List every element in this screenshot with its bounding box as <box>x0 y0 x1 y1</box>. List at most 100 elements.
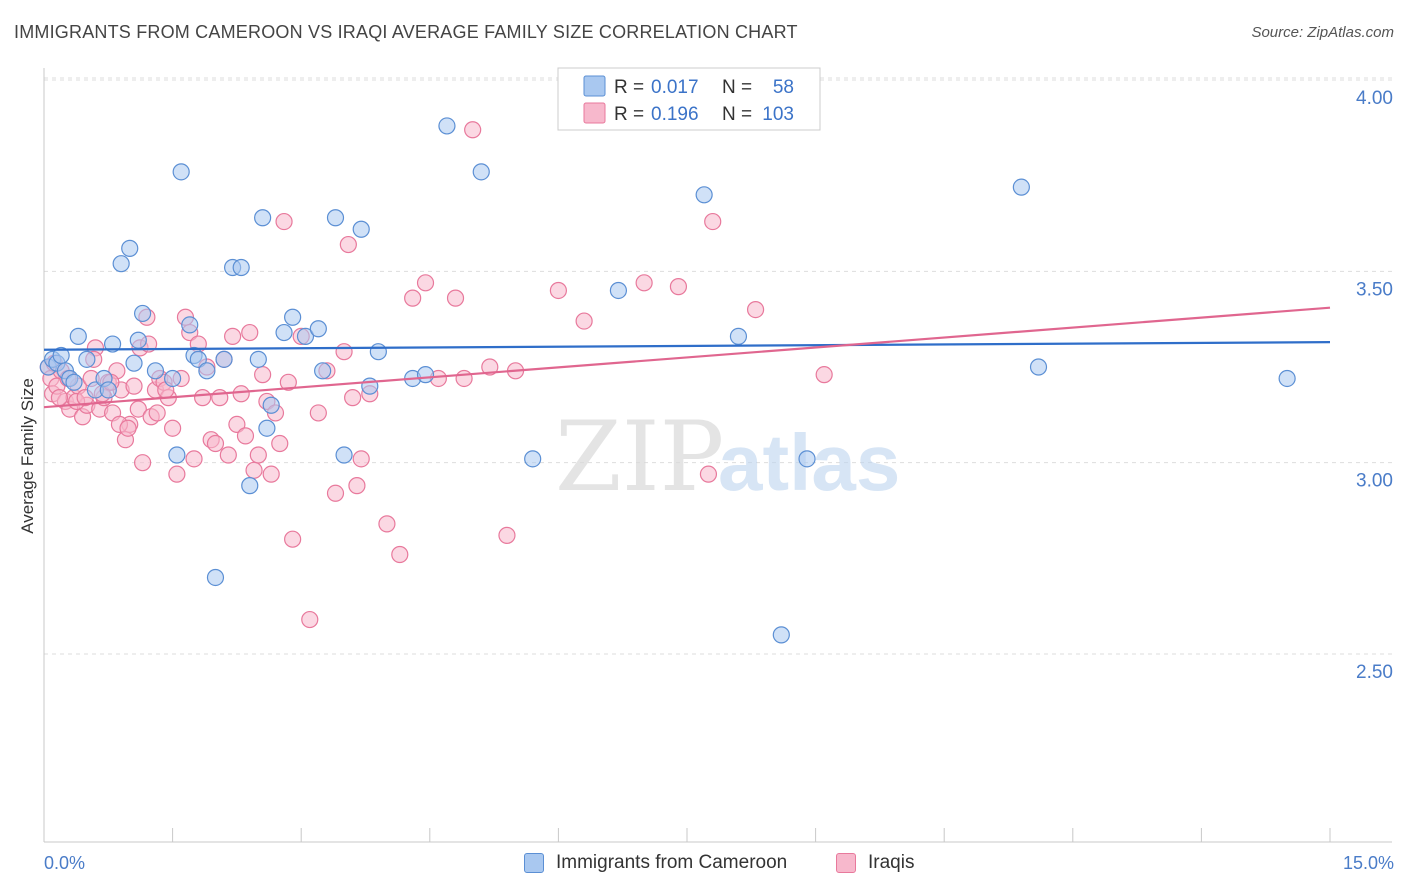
legend-label-iraqis: Iraqis <box>868 852 915 873</box>
cameroon-point <box>416 366 435 384</box>
cameroon-point <box>309 320 327 338</box>
cameroon-point <box>275 323 293 342</box>
iraqi-point <box>224 327 242 345</box>
legend-swatch-cameroon <box>524 853 544 873</box>
cameroon-point <box>369 343 387 361</box>
stats-r-value-iraqis: 0.196 <box>651 104 699 125</box>
cameroon-point <box>78 350 96 368</box>
stats-n-label-cameroon: N = <box>722 77 752 98</box>
iraqi-point <box>241 323 259 342</box>
iraqi-point <box>575 312 593 330</box>
iraqi-point <box>464 121 482 139</box>
iraqi-point <box>391 545 409 564</box>
iraqi-point <box>335 343 353 361</box>
axes <box>43 68 1392 843</box>
iraqi-point <box>275 212 293 231</box>
iraqi-point <box>148 404 166 422</box>
cameroon-point <box>326 209 345 227</box>
iraqi-point <box>549 281 568 300</box>
iraqi-point <box>194 389 212 407</box>
cameroon-point <box>262 396 280 414</box>
chart-title: IMMIGRANTS FROM CAMEROON VS IRAQI AVERAG… <box>14 22 798 42</box>
cameroon-point <box>241 477 259 495</box>
iraqi-point <box>168 465 186 483</box>
y-tick-label: 4.00 <box>1356 88 1393 109</box>
iraqi-point <box>232 385 250 403</box>
iraqi-point <box>344 389 362 407</box>
cameroon-point <box>181 316 199 334</box>
iraqi-point <box>455 369 473 388</box>
cameroon-point <box>524 450 542 468</box>
bottom-legend: Immigrants from Cameroon Iraqis <box>0 852 1406 882</box>
iraqis-points <box>39 121 833 629</box>
legend-item-cameroon[interactable]: Immigrants from Cameroon <box>524 852 787 874</box>
y-axis-label: Average Family Size <box>18 378 37 534</box>
iraqi-point <box>309 404 327 422</box>
iraqi-point <box>339 235 357 254</box>
stats-swatch-iraqis <box>583 102 606 124</box>
stats-r-value-cameroon: 0.017 <box>651 77 699 98</box>
iraqi-point <box>352 450 370 468</box>
cameroon-point <box>206 568 225 587</box>
iraqi-point <box>416 274 435 292</box>
iraqi-point <box>815 366 833 384</box>
cameroon-point <box>335 446 353 464</box>
y-tick-label: 3.50 <box>1356 279 1393 300</box>
x-min-label: 0.0% <box>44 853 85 873</box>
y-tick-label: 3.00 <box>1356 471 1393 492</box>
stats-n-label-iraqis: N = <box>722 104 752 125</box>
iraqi-point <box>498 526 516 544</box>
cameroon-point <box>125 354 143 372</box>
cameroon-point <box>69 327 87 345</box>
legend-label-cameroon: Immigrants from Cameroon <box>556 852 788 873</box>
cameroon-point <box>798 450 816 468</box>
cameroon-point <box>172 163 190 181</box>
cameroon-point <box>121 239 139 257</box>
iraqi-point <box>404 289 422 307</box>
iraqi-point <box>133 454 152 472</box>
iraqi-point <box>206 434 225 453</box>
x-ticks <box>172 828 1331 842</box>
cameroon-point <box>249 350 267 368</box>
iraqi-point <box>301 610 319 629</box>
iraqi-point <box>635 274 653 292</box>
stats-r-label-cameroon: R = <box>614 77 644 98</box>
cameroon-point <box>695 186 713 204</box>
cameroon-point <box>609 281 628 300</box>
iraqi-point <box>446 289 465 307</box>
iraqi-point <box>245 461 263 479</box>
cameroon-point <box>99 381 117 399</box>
cameroon-points <box>39 117 1296 644</box>
iraqi-point <box>249 446 267 464</box>
legend-item-iraqis[interactable]: Iraqis <box>836 852 914 874</box>
cameroon-point <box>352 220 370 238</box>
watermark: ZIP atlas <box>555 401 900 513</box>
iraqi-point <box>669 278 688 296</box>
iraqi-point <box>279 373 297 391</box>
cameroon-point <box>198 362 216 380</box>
iraqi-point <box>746 301 765 319</box>
cameroon-point <box>1278 369 1296 388</box>
iraqi-point <box>164 419 182 437</box>
iraqi-point <box>236 427 255 445</box>
cameroon-point <box>103 335 122 353</box>
cameroon-trend-line <box>43 341 1331 351</box>
cameroon-point <box>438 117 456 135</box>
iraqi-point <box>50 389 69 407</box>
iraqi-point <box>119 419 137 437</box>
stats-r-label-iraqis: R = <box>614 104 644 125</box>
cameroon-point <box>1012 178 1030 196</box>
stats-swatch-cameroon <box>583 75 606 97</box>
iraqi-point <box>348 477 366 495</box>
iraqi-point <box>129 400 147 418</box>
cameroon-point <box>472 163 490 181</box>
cameroon-point <box>189 350 207 368</box>
iraqi-point <box>125 377 143 395</box>
iraqi-point <box>481 358 499 376</box>
iraqi-point <box>378 515 396 533</box>
cameroon-point <box>772 626 790 644</box>
iraqi-point <box>254 366 272 384</box>
legend-swatch-iraqis <box>836 853 856 873</box>
watermark-zip: ZIP <box>555 401 724 513</box>
